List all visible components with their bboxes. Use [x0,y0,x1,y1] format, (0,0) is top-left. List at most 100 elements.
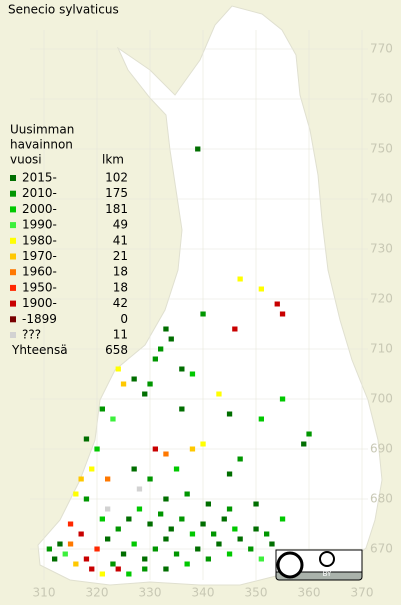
observation-square [105,536,111,542]
legend-swatch [10,222,16,229]
observation-square [105,506,111,512]
legend-count-heading: lkm [102,153,124,167]
observation-square [99,571,105,577]
observation-square [184,561,190,567]
observation-square [195,146,201,152]
x-axis-label: 330 [139,586,162,600]
observation-square [158,511,164,517]
legend-label: 2000- [22,202,57,216]
license-text: BY [323,570,332,578]
observation-square [232,326,238,332]
observation-square [226,471,233,477]
legend-count: 41 [113,233,128,247]
observation-square [142,566,148,572]
y-axis-label: 750 [370,142,393,156]
observation-square [83,556,90,562]
observation-square [279,516,286,522]
observation-square [136,506,143,512]
observation-square [126,571,132,577]
observation-square [147,521,153,527]
legend-label: 1970- [22,249,57,263]
observation-square [173,466,180,472]
x-axis-label: 360 [298,586,321,600]
observation-square [83,436,90,442]
y-axis-label: 690 [370,442,393,456]
observation-square [179,366,185,372]
observation-square [237,536,243,542]
observation-square [248,546,254,552]
y-axis-label: 670 [370,542,393,556]
x-axis-label: 350 [245,586,268,600]
legend-swatch [10,316,16,323]
observation-square [163,566,169,572]
x-axis-label: 370 [351,586,374,600]
observation-square [147,476,153,482]
y-axis-label: 770 [370,42,393,56]
legend-label: 1950- [22,280,57,294]
observation-square [205,556,211,562]
observation-square [184,491,190,497]
observation-square [226,506,233,512]
observation-square [200,521,206,527]
x-axis-label: 320 [86,586,109,600]
observation-square [306,431,312,437]
legend-count: 42 [113,296,128,310]
observation-square [131,541,137,547]
observation-square [279,311,286,317]
observation-square [147,381,153,387]
observation-square [94,446,100,452]
observation-square [232,526,238,532]
y-axis-label: 730 [370,242,393,256]
observation-square [200,441,206,447]
observation-square [105,476,111,482]
observation-square [168,336,174,342]
observation-square [237,456,243,462]
observation-square [158,346,164,352]
observation-square [142,556,148,562]
legend-label: 1980- [22,233,57,247]
legend-swatch [10,284,16,291]
observation-square [163,536,169,542]
observation-square [126,516,132,522]
legend-count: 49 [113,218,128,232]
legend-label: ??? [22,328,41,342]
observation-square [57,541,63,547]
observation-square [221,516,227,522]
observation-square [279,396,286,402]
observation-square [89,466,95,472]
license-badge: BY [275,549,363,581]
observation-square [258,286,264,292]
observation-square [258,556,264,562]
observation-square [46,546,52,552]
observation-square [62,551,68,557]
finland-outline [37,5,383,586]
observation-square [89,566,95,572]
observation-square [94,546,100,552]
legend-heading: Uusimman [10,123,74,137]
legend-label: 1900- [22,296,57,310]
legend-label: 2015- [22,171,57,185]
observation-square [52,556,58,562]
observation-square [237,276,243,282]
observation-square [226,551,233,557]
legend-swatch [10,237,16,244]
observation-square [189,371,196,377]
observation-square [110,416,116,422]
by-icon [319,551,335,567]
legend-swatch [10,269,16,276]
observation-square [205,501,211,507]
observation-square [301,441,307,447]
legend-swatch [10,175,16,181]
observation-square [211,531,217,537]
observation-square [216,541,222,547]
observation-square [173,551,180,557]
legend-total-label: Yhteensä [11,343,68,357]
x-axis-label: 340 [192,586,215,600]
observation-square [99,516,105,522]
observation-square [120,381,127,387]
y-axis-label: 740 [370,192,393,206]
legend-count: 18 [113,265,128,279]
observation-square [152,446,158,452]
